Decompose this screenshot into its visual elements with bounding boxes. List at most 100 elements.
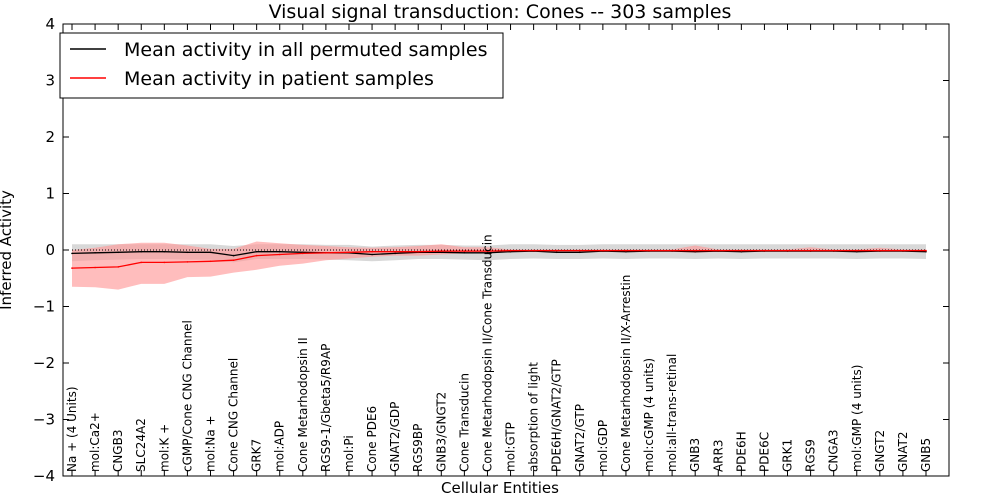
y-tick-label-2: −2 [33,354,55,372]
x-tick-label-4: mol:K + [157,424,171,472]
x-tick-label-35: GNGT2 [873,430,887,472]
point-series-1-20 [532,249,535,252]
point-series-0-3 [140,250,142,253]
lines-layer [71,249,927,269]
legend-box [59,32,504,99]
point-series-1-22 [579,249,581,252]
point-series-0-10 [302,251,304,254]
x-tick-label-6: mol:Na + [204,415,218,472]
x-tick-label-0: Na + (4 Units) [65,386,79,472]
chart-title: Visual signal transduction: Cones -- 303… [269,1,732,23]
point-series-0-17 [463,252,466,254]
x-tick-label-24: Cone Metarhodopsin II/X-Arrestin [619,275,633,472]
point-series-1-26 [671,249,673,252]
point-series-1-2 [117,266,119,268]
x-tick-label-25: mol:cGMP (4 units) [642,358,656,472]
x-tick-label-30: PDE6C [757,432,771,472]
x-tick-label-3: SLC24A2 [134,418,148,472]
x-tick-label-14: GNAT2/GDP [388,402,402,472]
y-tick-label-6: 2 [45,128,55,146]
legend: Mean activity in all permuted samples Me… [59,32,504,99]
y-tick-label-4: 0 [45,241,55,259]
point-series-0-14 [394,252,396,255]
x-axis-label: Cellular Entities [441,479,559,497]
x-tick-label-11: RGS9-1/Gbeta5/R9AP [319,344,333,472]
point-series-1-28 [717,249,720,252]
point-series-1-3 [140,261,142,264]
point-series-0-8 [255,250,258,253]
x-tick-label-7: Cone CNG Channel [227,358,241,472]
x-tick-label-22: GNAT2/GTP [573,404,587,472]
y-axis-label: Inferred Activity [0,190,15,310]
x-tick-label-9: mol:ADP [273,421,287,472]
point-series-1-30 [763,249,766,252]
point-series-1-35 [879,249,881,252]
series-line-1 [71,249,926,269]
point-series-1-10 [302,252,304,255]
point-series-0-6 [209,251,212,254]
x-tick-label-36: GNAT2 [896,431,910,472]
x-tick-label-29: PDE6H [734,431,748,472]
point-series-1-15 [417,250,420,253]
point-series-1-14 [394,250,396,253]
band-series-1 [72,241,926,290]
point-series-1-11 [325,252,327,254]
y-axis: −4 −3 −2 −1 0 1 2 3 4 [33,15,949,485]
y-tick-label-0: −4 [33,467,55,485]
legend-label-patient: Mean activity in patient samples [124,68,434,90]
point-series-0-13 [371,253,373,256]
point-series-1-34 [856,249,858,252]
x-tick-label-27: GNB3 [688,438,702,472]
point-series-0-29 [740,250,743,253]
y-tick-label-1: −3 [33,411,55,429]
x-tick-label-18: Cone Metarhodopsin II/Cone Transducin [481,234,495,472]
bands-layer [72,241,926,290]
x-tick-label-12: mol:Pi [342,435,356,472]
x-tick-label-2: CNGB3 [111,430,125,473]
x-tick-label-28: ARR3 [711,439,725,472]
point-series-1-6 [209,260,212,263]
x-tick-label-37: GNB5 [919,438,933,472]
point-series-0-9 [278,250,281,253]
point-series-0-21 [555,251,558,254]
point-series-1-33 [832,249,835,252]
point-series-1-31 [786,249,789,252]
x-tick-label-16: GNB3/GNGT2 [434,392,448,472]
point-series-0-1 [94,252,96,254]
point-series-1-12 [348,251,350,254]
point-series-1-13 [371,250,373,253]
point-series-1-9 [278,253,281,256]
point-series-0-27 [694,250,696,253]
point-series-1-27 [694,249,696,252]
point-series-1-0 [71,267,73,269]
point-series-0-18 [486,252,489,254]
point-series-0-19 [509,250,512,253]
point-series-0-0 [71,252,73,255]
x-axis: Na + (4 Units) mol:Ca2+ CNGB3 SLC24A2 mol:K … [65,24,933,476]
point-series-1-18 [486,250,489,252]
point-series-1-25 [648,249,650,252]
point-series-0-24 [625,250,627,253]
point-series-1-37 [925,249,927,252]
y-tick-label-3: −1 [33,298,55,316]
x-tick-label-34: mol:GMP (4 units) [850,365,864,472]
x-tick-label-33: CNGA3 [827,430,841,473]
point-series-1-7 [232,259,235,262]
x-tick-label-10: Cone Metarhodopsin II [296,337,310,472]
point-series-1-32 [809,249,812,252]
x-tick-label-23: mol:GDP [596,420,610,472]
x-tick-label-31: GRK1 [781,439,795,472]
x-tick-label-26: mol:all-trans-retinal [665,354,679,472]
point-series-1-23 [602,249,604,252]
point-series-0-5 [186,251,189,254]
point-series-1-24 [625,249,627,252]
point-series-1-29 [740,249,743,252]
point-series-0-7 [232,254,235,257]
x-tick-label-19: mol:GTP [504,422,518,472]
point-series-0-22 [579,251,581,254]
y-tick-label-8: 4 [45,15,55,33]
point-series-1-8 [255,254,258,257]
point-series-0-4 [163,250,166,253]
x-tick-label-5: cGMP/Cone CNG Channel [180,320,194,472]
